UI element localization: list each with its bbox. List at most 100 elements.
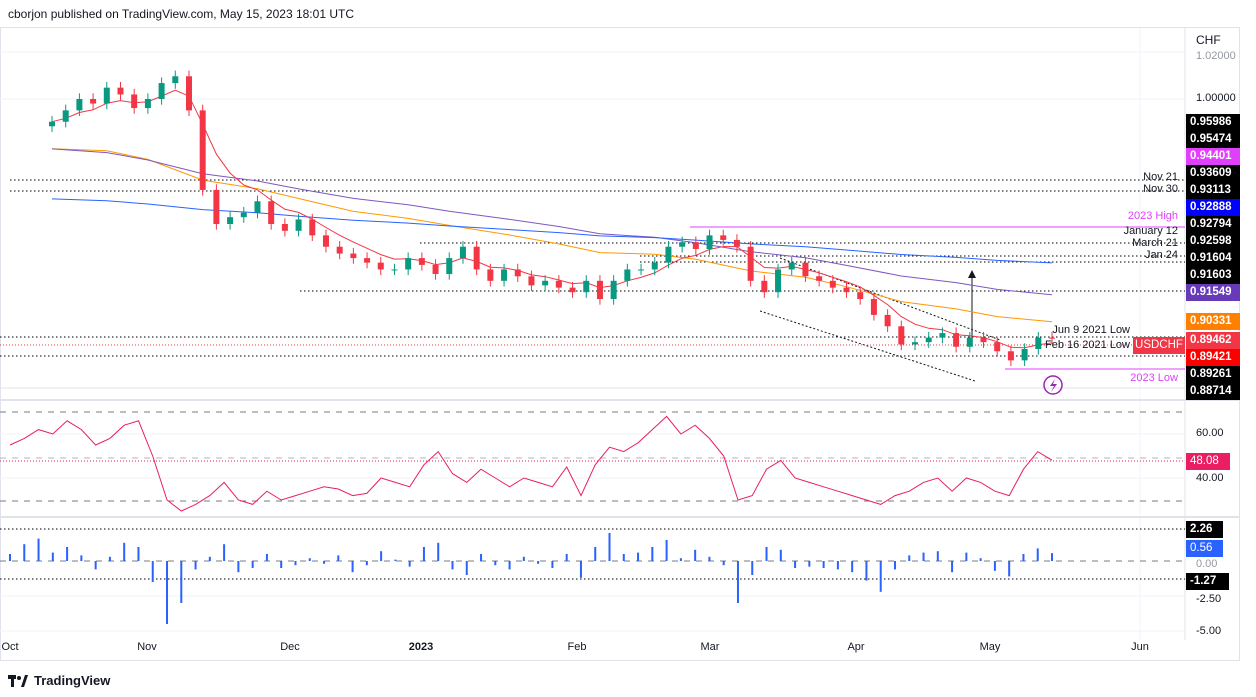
histogram-bar [694,549,697,561]
histogram-bar [594,547,597,561]
histogram-bar [180,561,183,603]
candle [117,87,124,95]
candle [62,110,69,122]
x-tick: Jun [1131,641,1149,653]
candle [980,337,987,343]
price-label: 0.89421 [1186,349,1240,366]
candle [843,287,850,293]
histogram-bar [137,547,140,561]
candle [555,280,562,288]
histogram-bar [751,561,754,575]
candle [953,333,960,347]
histogram-bar [94,561,97,570]
histogram-bar [166,561,169,624]
histogram-bar [551,561,554,568]
candle [158,83,165,99]
histogram-bar [408,561,411,567]
candle [966,337,973,347]
histogram-bar [151,561,154,582]
histogram-bar [865,561,868,581]
candle [172,76,179,84]
candle [761,280,768,293]
histogram-bar [708,556,711,561]
price-label: 0.91603 [1186,267,1240,284]
candle [733,239,740,247]
histogram-bar [622,554,625,561]
rsi-tick: 40.00 [1196,472,1224,484]
candle [350,253,357,259]
histogram-bar [922,552,925,561]
candle [816,276,823,281]
histogram-bar [565,554,568,561]
candle [432,264,439,274]
candle [309,219,316,236]
candle [925,337,932,343]
moving-average-line [51,148,1053,323]
histogram-bar [9,554,11,561]
histogram-bar [993,561,996,571]
histogram-bar [765,547,768,561]
x-tick: Nov [137,641,157,653]
histogram-bar [437,542,440,561]
publish-header: cborjon published on TradingView.com, Ma… [8,7,354,21]
currency-label: CHF [1196,33,1221,47]
histogram-bar [722,561,725,566]
histogram-bar [337,555,340,561]
histogram-bar [365,561,368,566]
histogram-bar [194,561,197,570]
macd-value-label: 0.56 [1186,540,1223,557]
histogram-bar [637,552,640,561]
candle [49,121,55,127]
lightning-icon[interactable] [1043,375,1063,395]
level-tag: Jan 24 [1144,249,1178,261]
histogram-bar [679,558,682,561]
candle [679,242,686,247]
rsi-line [9,415,1053,512]
candle [528,276,535,286]
candle [1007,351,1014,361]
tradingview-logo[interactable]: TradingView [8,673,110,688]
candle [76,99,83,111]
candle [473,246,480,270]
price-label: 0.94401 [1186,148,1240,165]
level-tag: January 12 [1123,225,1178,237]
histogram-bar [979,558,982,561]
candle [665,246,672,263]
candle [624,269,631,281]
histogram-bar [1036,548,1039,561]
histogram-bar [265,554,268,561]
histogram-bar [608,533,611,561]
histogram-bar [451,561,454,570]
candle [788,262,795,270]
histogram-bar [936,551,939,561]
candle [638,269,645,271]
candle [131,94,138,109]
support-resistance-levels [0,179,1185,357]
candle [391,269,398,271]
histogram-bar [522,556,525,561]
x-tick: Mar [700,641,720,653]
histogram-bar [1051,553,1053,561]
moving-average-line [51,148,1053,296]
candle [857,292,864,299]
macd-level-label: 2.26 [1186,521,1223,538]
histogram-bar [465,561,468,575]
y-tick: 1.00000 [1196,92,1236,104]
histogram-bar [736,561,739,603]
price-label: 0.91549 [1186,284,1240,301]
x-tick: Oct [1,641,19,653]
candle [802,262,809,277]
histogram-bar [951,561,954,573]
candle [829,280,836,288]
histogram-bar [223,544,226,561]
candle [405,258,412,270]
x-tick: May [979,641,1001,653]
histogram-bar [1022,554,1025,561]
candle [610,280,617,299]
histogram-bar [422,547,425,561]
x-tick: Apr [847,641,865,653]
histogram-bar [879,561,882,592]
histogram-bar [23,544,26,561]
histogram-bar [508,561,511,570]
